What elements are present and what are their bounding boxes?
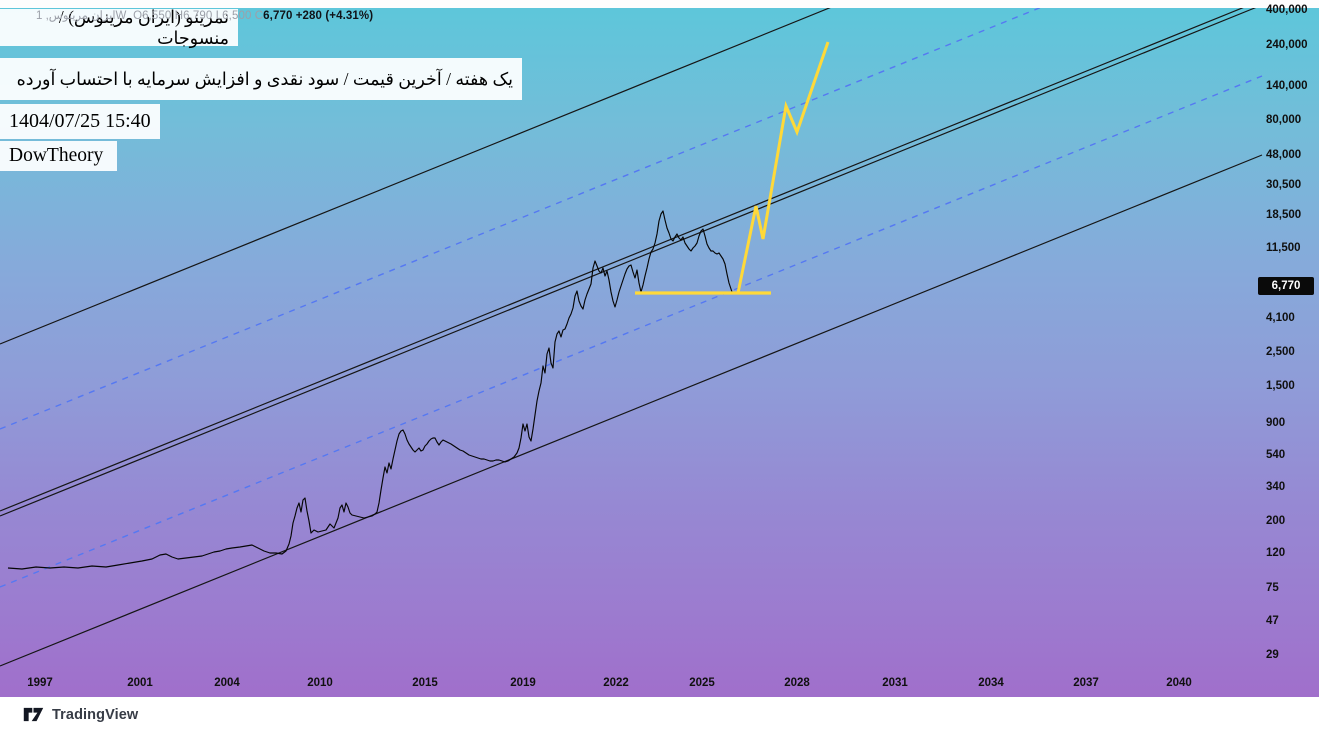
price-axis-tick: 240,000 — [1266, 39, 1308, 51]
time-axis-tick: 2034 — [978, 677, 1004, 689]
footer-bar: TradingView — [0, 697, 1330, 732]
price-axis-tick: 1,500 — [1266, 380, 1295, 392]
price-axis-tick: 47 — [1266, 615, 1279, 627]
price-axis-tick: 2,500 — [1266, 346, 1295, 358]
text-drawing-datetime[interactable]: 1404/07/25 15:40 — [0, 104, 160, 139]
time-axis-tick: 2037 — [1073, 677, 1099, 689]
time-axis-tick: 2004 — [214, 677, 240, 689]
chart-plot-area[interactable] — [0, 0, 1319, 697]
tradingview-logo-icon — [23, 707, 44, 722]
channel-line-solid[interactable] — [0, 0, 1263, 512]
top-margin-strip — [0, 0, 1319, 8]
ohlc-legend: ایران مرینوس, 1W O6,550 H6,790 L6,500 C6… — [36, 8, 373, 24]
channel-line-solid[interactable] — [0, 0, 850, 345]
channel-line-dashed[interactable] — [0, 75, 1263, 588]
time-axis-tick: 2015 — [412, 677, 438, 689]
time-axis-tick: 2001 — [127, 677, 153, 689]
price-axis-tick: 540 — [1266, 449, 1286, 461]
time-axis-tick: 2031 — [882, 677, 908, 689]
tradingview-logo[interactable]: TradingView — [22, 706, 138, 723]
close-and-change-value: 6,770 +280 (+4.31%) — [263, 10, 374, 22]
time-axis-tick: 2028 — [784, 677, 810, 689]
price-axis-tick: 140,000 — [1266, 80, 1308, 92]
price-axis-tick: 29 — [1266, 649, 1279, 661]
symbol-interval-label[interactable]: ایران مرینوس, 1W — [36, 10, 127, 22]
channel-line-solid[interactable] — [0, 154, 1263, 667]
time-axis-tick: 2025 — [689, 677, 715, 689]
price-axis-tick: 340 — [1266, 481, 1286, 493]
subtitle-text: یک هفته / آخرین قیمت / سود نقدی و افزایش… — [16, 68, 513, 89]
time-axis-tick: 2022 — [603, 677, 629, 689]
price-axis-tick: 11,500 — [1266, 242, 1301, 254]
title-text: نمرینو (ایران مرینوس) / منسوجات — [58, 6, 229, 48]
text-drawing-method[interactable]: DowTheory — [0, 141, 117, 171]
price-axis-tick: 400,000 — [1266, 4, 1308, 16]
time-axis-tick: 2010 — [307, 677, 333, 689]
method-text: DowTheory — [9, 145, 104, 166]
last-price-badge: 6,770 — [1258, 277, 1314, 295]
price-axis-tick: 30,500 — [1266, 179, 1302, 191]
channel-line-dashed[interactable] — [0, 0, 1060, 430]
time-axis-tick: 1997 — [27, 677, 53, 689]
text-drawing-title[interactable]: نمرینو (ایران مرینوس) / منسوجات — [0, 6, 238, 48]
ohlc-values: O6,550 H6,790 L6,500 C — [133, 10, 264, 22]
price-axis-tick: 75 — [1266, 582, 1279, 594]
chart-panel[interactable] — [0, 0, 1319, 697]
price-axis-tick: 900 — [1266, 417, 1286, 429]
price-axis-tick: 48,000 — [1266, 149, 1302, 161]
price-axis-tick: 80,000 — [1266, 114, 1302, 126]
price-axis-tick: 4,100 — [1266, 312, 1295, 324]
datetime-text: 1404/07/25 15:40 — [9, 110, 151, 132]
price-axis[interactable]: 6,770 400,000 240,000 140,000 80,000 48,000 3… — [1258, 0, 1319, 697]
price-series-line[interactable] — [7, 210, 733, 570]
tradingview-logo-text: TradingView — [52, 706, 139, 723]
channel-line-solid[interactable] — [0, 4, 1263, 517]
time-axis-tick: 2040 — [1166, 677, 1192, 689]
price-axis-tick: 120 — [1266, 547, 1286, 559]
time-axis-tick: 2019 — [510, 677, 536, 689]
projection-zigzag[interactable] — [736, 41, 830, 294]
price-axis-tick: 18,500 — [1266, 209, 1302, 221]
time-axis[interactable]: 1997 2001 2004 2010 2015 2019 2022 2025 2028 2031… — [0, 672, 1262, 697]
text-drawing-subtitle[interactable]: یک هفته / آخرین قیمت / سود نقدی و افزایش… — [0, 58, 522, 100]
price-axis-tick: 200 — [1266, 515, 1286, 527]
